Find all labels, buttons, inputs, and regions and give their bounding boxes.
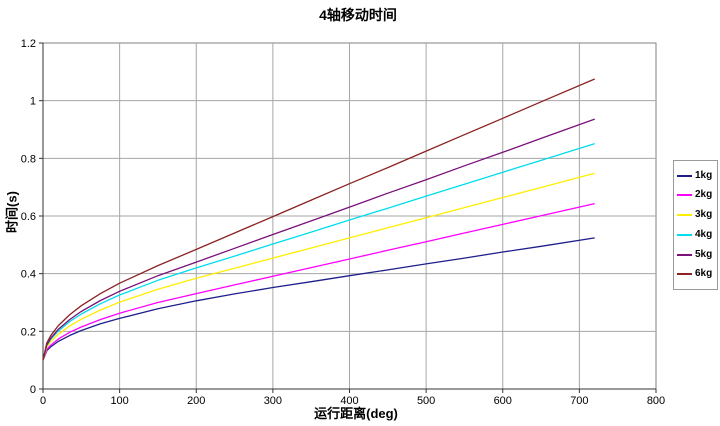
y-tick-label: 0: [30, 384, 36, 396]
legend-label-3kg: 3kg: [695, 209, 713, 221]
x-tick-label: 600: [494, 395, 512, 407]
y-tick-label: 0.6: [21, 211, 36, 223]
legend-label-1kg: 1kg: [695, 169, 713, 181]
legend-swatch-3kg: [677, 214, 692, 217]
x-tick-label: 500: [417, 395, 435, 407]
y-tick-label: 1: [30, 96, 36, 108]
legend-item-1kg: 1kg: [677, 169, 717, 183]
series-line-3kg: [42, 172, 595, 361]
y-tick-label: 1.2: [21, 38, 36, 50]
y-tick-label: 0.2: [21, 326, 36, 338]
legend-swatch-5kg: [677, 253, 692, 256]
x-tick-label: 100: [110, 395, 128, 407]
series-line-2kg: [42, 202, 595, 361]
legend-label-6kg: 6kg: [695, 268, 713, 280]
legend-swatch-2kg: [677, 194, 692, 197]
y-tick-label: 0.8: [21, 153, 36, 165]
legend-swatch-1kg: [677, 174, 692, 177]
x-tick-label: 200: [187, 395, 205, 407]
legend-label-5kg: 5kg: [695, 248, 713, 260]
legend-item-6kg: 6kg: [677, 267, 717, 281]
x-tick-label: 300: [264, 395, 282, 407]
legend-box: 1kg 2kg 3kg 4kg 5kg 6kg: [673, 160, 718, 290]
series-line-6kg: [42, 78, 595, 361]
legend-label-4kg: 4kg: [695, 228, 713, 240]
x-tick-label: 0: [40, 395, 46, 407]
y-tick-label: 0.4: [21, 269, 36, 281]
legend-item-4kg: 4kg: [677, 228, 717, 242]
x-tick-label: 800: [647, 395, 665, 407]
series-line-1kg: [42, 237, 595, 361]
legend-item-5kg: 5kg: [677, 248, 717, 262]
legend-label-2kg: 2kg: [695, 189, 713, 201]
legend-swatch-4kg: [677, 233, 692, 236]
x-tick-label: 700: [570, 395, 588, 407]
x-tick-label: 400: [340, 395, 358, 407]
legend-item-2kg: 2kg: [677, 188, 717, 202]
legend-swatch-6kg: [677, 273, 692, 276]
x-axis-title: 运行距离(deg): [314, 406, 398, 421]
series-line-4kg: [42, 142, 595, 361]
series-line-5kg: [42, 118, 595, 361]
legend-item-3kg: 3kg: [677, 208, 717, 222]
chart-title: 4轴移动时间: [319, 7, 397, 23]
y-axis-title: 时间(s): [4, 191, 20, 233]
